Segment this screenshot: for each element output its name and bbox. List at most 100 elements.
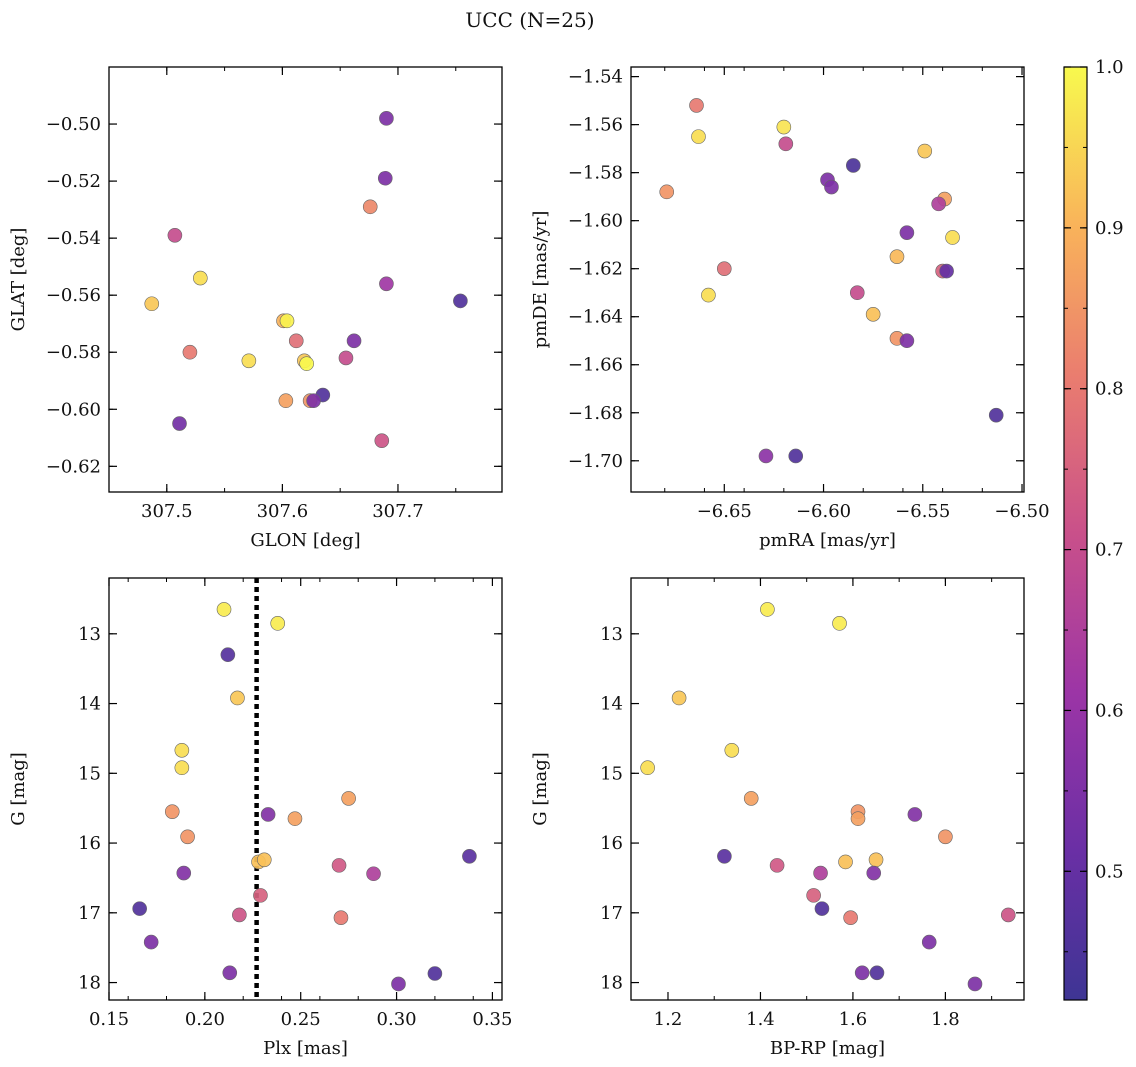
- scatter-point: [288, 333, 304, 349]
- x-tick-label: 1.8: [931, 1009, 960, 1030]
- scatter-point: [659, 184, 675, 200]
- x-axis-label: GLON [deg]: [250, 530, 360, 551]
- scatter-point: [671, 690, 687, 706]
- y-tick-label: 15: [78, 763, 101, 784]
- scatter-point: [182, 344, 198, 360]
- scatter-point: [333, 910, 349, 925]
- x-tick-label: 0.20: [185, 1009, 225, 1030]
- scatter-point: [931, 196, 946, 212]
- scatter-point: [743, 791, 759, 806]
- x-tick-label: 307.6: [257, 501, 309, 522]
- scatter-point: [278, 393, 294, 409]
- scatter-point: [167, 227, 183, 243]
- scatter-point: [362, 199, 378, 215]
- y-tick-label: −1.62: [568, 259, 623, 280]
- colorbar-tick-label: 0.9: [1095, 218, 1124, 239]
- scatter-point: [279, 313, 295, 329]
- scatter-point: [849, 285, 865, 301]
- x-tick-label: 307.5: [141, 501, 193, 522]
- scatter-point: [366, 866, 381, 882]
- y-tick-label: 15: [600, 763, 623, 784]
- y-tick-label: −1.68: [568, 403, 623, 424]
- panel-plx-g: 0.15 0.20 0.25 0.30 0.35 13 14 15 16 17 18 Plx [mas…: [8, 577, 512, 1059]
- x-tick-label: −6.60: [796, 501, 851, 522]
- y-tick-label: −1.58: [568, 163, 623, 184]
- scatter-point: [788, 448, 804, 464]
- y-axis-label: G [mag]: [530, 752, 551, 825]
- y-tick-label: 18: [600, 973, 623, 994]
- scatter-point: [462, 849, 477, 864]
- y-tick-label: 13: [78, 624, 101, 645]
- scatter-point: [391, 976, 406, 992]
- scatter-point: [640, 760, 655, 776]
- scatter-point: [832, 616, 847, 631]
- colorbar-gradient: [1063, 66, 1088, 1001]
- x-tick-label: −6.65: [697, 501, 752, 522]
- scatter-point: [164, 804, 180, 819]
- y-tick-label: 14: [78, 694, 101, 715]
- scatter-point: [917, 143, 933, 159]
- colorbar-ticks: 0.5 0.6 0.7 0.8 0.9 1.0: [1064, 57, 1124, 953]
- scatter-point: [824, 179, 839, 195]
- scatter-point: [701, 287, 716, 303]
- scatter-point: [144, 296, 160, 312]
- y-tick-label: −0.62: [46, 456, 101, 477]
- y-tick-label: 17: [600, 903, 623, 924]
- scatter-point: [939, 263, 954, 279]
- y-tick-label: 16: [78, 833, 101, 854]
- scatter-point: [132, 901, 147, 916]
- scatter-point: [287, 811, 303, 826]
- scatter-point: [938, 829, 953, 845]
- scatter-point: [689, 98, 704, 113]
- scatter-point: [1000, 907, 1016, 923]
- scatter-point: [220, 647, 236, 663]
- scatter-point: [241, 353, 257, 369]
- scatter-point: [379, 111, 394, 126]
- y-tick-label: −1.54: [568, 67, 623, 88]
- plot-frame: [630, 577, 1025, 1001]
- panel-glon-glat: 307.5 307.6 307.7 −0.50 −0.52 −0.54 −0.56 −0.58…: [8, 66, 503, 551]
- scatter-point: [717, 849, 732, 864]
- y-axis-label: pmDE [mas/yr]: [530, 211, 551, 349]
- plot-frame: [630, 66, 1025, 493]
- scatter-point: [230, 690, 245, 706]
- scatter-point: [868, 852, 884, 868]
- y-tick-label: 18: [78, 973, 101, 994]
- scatter-point: [843, 910, 858, 925]
- scatter-point: [988, 407, 1004, 423]
- scatter-point: [854, 965, 870, 981]
- scatter-point: [967, 976, 983, 992]
- scatter-point: [346, 333, 362, 349]
- x-tick-label: 1.4: [746, 1009, 775, 1030]
- x-axis-label: BP-RP [mag]: [770, 1038, 885, 1059]
- y-tick-label: 14: [600, 694, 623, 715]
- y-axis-label: G [mag]: [8, 752, 29, 825]
- scatter-point: [331, 858, 347, 873]
- scatter-point: [769, 858, 785, 873]
- scatter-point: [341, 791, 356, 806]
- panel-bprp-g: 1.2 1.4 1.6 1.8 13 14 15 16 17 18 BP-RP [mag] G [ma…: [530, 577, 1025, 1059]
- scatter-point: [260, 807, 276, 822]
- scatter-point: [814, 901, 830, 916]
- y-tick-label: 13: [600, 624, 623, 645]
- scatter-point: [180, 829, 195, 845]
- y-tick-label: 16: [600, 833, 623, 854]
- scatter-point: [270, 616, 286, 631]
- scatter-point: [838, 854, 853, 870]
- x-tick-label: 1.2: [654, 1009, 683, 1030]
- scatter-point: [921, 934, 937, 950]
- panel-pmra-pmde: −6.65 −6.60 −6.55 −6.50 −1.54 −1.56 −1.58 −1.60…: [530, 66, 1050, 551]
- y-axis-label: GLAT [deg]: [8, 228, 29, 332]
- scatter-point: [253, 888, 268, 903]
- scatter-point: [724, 742, 740, 758]
- scatter-point: [869, 965, 885, 981]
- scatter-point: [232, 907, 247, 923]
- x-tick-label: 0.15: [89, 1009, 129, 1030]
- y-tick-label: −0.50: [46, 114, 101, 135]
- x-tick-label: 307.7: [372, 501, 424, 522]
- scatter-point: [889, 249, 905, 264]
- y-tick-label: −1.66: [568, 355, 623, 376]
- plot-frame: [108, 577, 503, 1001]
- x-axis-label: pmRA [mas/yr]: [759, 530, 896, 551]
